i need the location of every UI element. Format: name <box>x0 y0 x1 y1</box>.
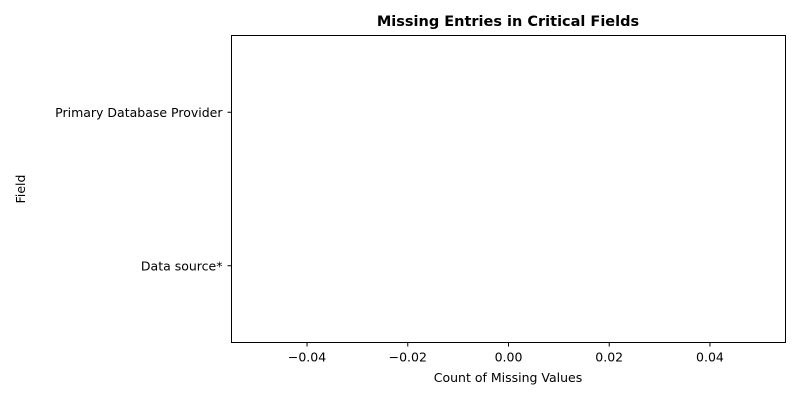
x-axis-label: Count of Missing Values <box>434 370 583 385</box>
x-tick-label: 0.04 <box>696 350 724 365</box>
x-tick-label: 0.00 <box>495 350 523 365</box>
y-axis-ticks: Data source* Primary Database Provider <box>55 105 232 273</box>
x-axis-ticks: −0.04 −0.02 0.00 0.02 0.04 <box>288 342 724 365</box>
x-tick-label: −0.04 <box>288 350 326 365</box>
x-tick-label: −0.02 <box>389 350 427 365</box>
y-axis-label: Field <box>13 175 28 204</box>
y-tick-label: Primary Database Provider <box>55 105 223 120</box>
chart-title: Missing Entries in Critical Fields <box>377 14 639 30</box>
y-tick-label: Data source* <box>141 258 223 273</box>
x-tick-label: 0.02 <box>595 350 623 365</box>
